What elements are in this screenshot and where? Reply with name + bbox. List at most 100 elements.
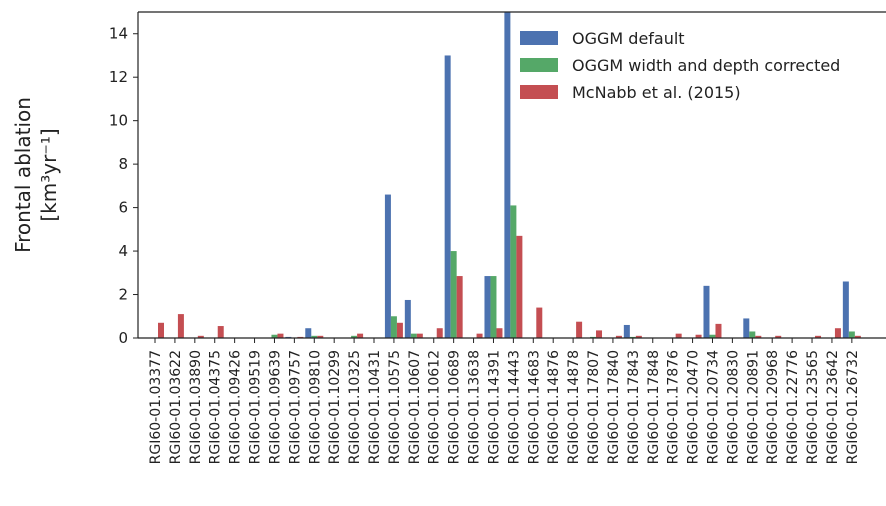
- x-tick-label: RGI60-01.17843: [626, 350, 642, 464]
- bar: [755, 335, 762, 338]
- bar: [496, 328, 503, 338]
- y-tick-label: 12: [109, 68, 128, 86]
- bar: [775, 335, 782, 338]
- bar: [450, 251, 457, 338]
- legend-swatch: [520, 31, 558, 45]
- bar: [635, 335, 642, 338]
- x-tick-label: RGI60-01.09426: [228, 350, 244, 464]
- bar: [436, 328, 443, 338]
- bar: [390, 316, 397, 338]
- bar: [158, 322, 164, 338]
- x-tick-label: RGI60-01.09757: [287, 350, 303, 464]
- bar: [311, 335, 318, 338]
- x-tick-label: RGI60-01.14391: [486, 350, 502, 464]
- x-tick-label: RGI60-01.09639: [267, 350, 283, 464]
- bar: [576, 321, 583, 338]
- bar: [271, 334, 278, 338]
- y-tick-label: 2: [118, 286, 128, 304]
- y-tick-label: 6: [118, 199, 128, 217]
- x-tick-label: RGI60-01.10325: [347, 350, 363, 464]
- legend-label: OGGM default: [572, 29, 685, 48]
- bar: [305, 328, 312, 338]
- bar: [715, 323, 722, 338]
- x-tick-label: RGI60-01.13638: [467, 350, 483, 464]
- y-tick-label: 8: [118, 155, 128, 173]
- bar: [709, 334, 716, 338]
- bar: [177, 314, 184, 338]
- x-tick-label: RGI60-01.20891: [745, 350, 761, 464]
- bar: [476, 333, 483, 338]
- bar: [444, 55, 451, 338]
- y-tick-label: 14: [109, 25, 128, 43]
- x-tick-label: RGI60-01.14878: [566, 350, 582, 464]
- bar: [703, 285, 710, 338]
- bar: [749, 331, 756, 338]
- bar: [695, 334, 702, 338]
- bar: [675, 333, 682, 338]
- bar: [815, 335, 822, 338]
- x-tick-label: RGI60-01.14876: [546, 350, 562, 464]
- bar: [404, 299, 411, 338]
- bar: [834, 328, 841, 338]
- x-tick-label: RGI60-01.20470: [686, 350, 702, 464]
- bar: [357, 333, 364, 338]
- bar: [217, 326, 224, 338]
- x-tick-label: RGI60-01.10689: [447, 350, 463, 464]
- x-tick-label: RGI60-01.23642: [825, 350, 841, 464]
- bar: [197, 335, 204, 338]
- bar: [384, 194, 391, 338]
- bar: [416, 333, 423, 338]
- x-tick-label: RGI60-01.26732: [845, 350, 861, 464]
- y-tick-label: 4: [118, 242, 128, 260]
- bar: [510, 205, 517, 338]
- bar: [484, 276, 491, 338]
- x-tick-label: RGI60-01.14443: [506, 350, 522, 464]
- y-axis-label: [km³yr⁻¹]: [37, 128, 61, 221]
- x-tick-label: RGI60-01.23565: [805, 350, 821, 464]
- bar: [277, 333, 284, 338]
- x-tick-label: RGI60-01.03622: [168, 350, 184, 464]
- x-tick-label: RGI60-01.10612: [427, 350, 443, 464]
- x-tick-label: RGI60-01.20734: [705, 350, 721, 464]
- x-tick-label: RGI60-01.17840: [606, 350, 622, 464]
- x-tick-label: RGI60-01.20968: [765, 350, 781, 464]
- bar: [504, 12, 511, 338]
- bar: [536, 307, 543, 338]
- x-tick-label: RGI60-01.04375: [208, 350, 224, 464]
- x-tick-label: RGI60-01.14683: [526, 350, 542, 464]
- legend-label: McNabb et al. (2015): [572, 83, 741, 102]
- x-tick-label: RGI60-01.10575: [387, 350, 403, 464]
- x-tick-label: RGI60-01.17848: [646, 350, 662, 464]
- bar: [615, 335, 622, 338]
- plot-area: [158, 12, 861, 338]
- bar: [854, 335, 861, 338]
- bar: [410, 333, 417, 338]
- x-tick-label: RGI60-01.17876: [666, 350, 682, 464]
- bar: [456, 276, 463, 338]
- x-tick-label: RGI60-01.03890: [188, 350, 204, 464]
- bar: [596, 330, 603, 338]
- bar: [842, 281, 849, 338]
- legend-swatch: [520, 58, 558, 72]
- x-tick-label: RGI60-01.09810: [307, 350, 323, 464]
- y-axis-label: Frontal ablation: [11, 97, 35, 253]
- bar: [743, 318, 750, 338]
- bar: [623, 324, 630, 338]
- y-tick-label: 0: [118, 329, 128, 347]
- x-tick-label: RGI60-01.22776: [785, 350, 801, 464]
- x-tick-label: RGI60-01.17807: [586, 350, 602, 464]
- x-tick-label: RGI60-01.09519: [248, 350, 264, 464]
- x-tick-label: RGI60-01.10431: [367, 350, 383, 464]
- bar: [848, 331, 855, 338]
- bar: [516, 235, 523, 338]
- bar: [317, 335, 324, 338]
- legend-swatch: [520, 85, 558, 99]
- bar: [490, 276, 497, 338]
- legend-label: OGGM width and depth corrected: [572, 56, 840, 75]
- y-tick-label: 10: [109, 112, 128, 130]
- x-tick-label: RGI60-01.10299: [327, 350, 343, 464]
- x-tick-label: RGI60-01.03377: [148, 350, 164, 464]
- x-tick-label: RGI60-01.20830: [725, 350, 741, 464]
- bar: [351, 335, 358, 338]
